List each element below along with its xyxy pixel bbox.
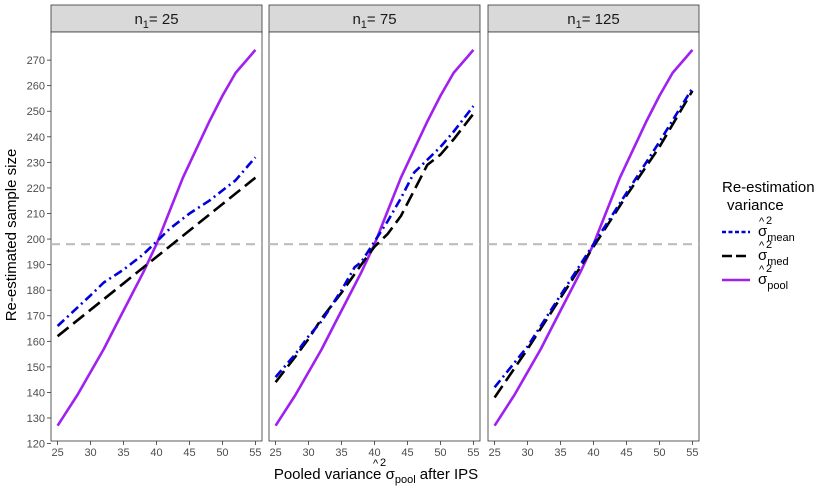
x-tick-label: 50 xyxy=(434,447,446,459)
x-tick-label: 30 xyxy=(521,447,533,459)
x-tick-label: 30 xyxy=(302,447,314,459)
legend-hat: ^ xyxy=(759,216,765,228)
y-axis: 120 130 140 150 160 170 180 190 200 210 220 230 240 2… xyxy=(27,55,51,451)
strip-subscript: 1 xyxy=(143,19,149,31)
legend-title-line2: variance xyxy=(727,197,784,214)
y-tick-label: 180 xyxy=(27,285,45,297)
strip-label: n1= 25 xyxy=(134,11,178,31)
legend-hat: ^ xyxy=(759,240,765,252)
strip-symbol: n xyxy=(567,11,575,28)
y-tick-label: 160 xyxy=(27,336,45,348)
series-line-mean xyxy=(56,156,257,327)
series-line-pool xyxy=(274,49,475,427)
x-label-superscript: 2 xyxy=(380,457,386,469)
panel-1: n1= 25 25 30 35 40 45 50 55 xyxy=(50,4,263,459)
y-tick-label: 200 xyxy=(27,234,45,246)
series-line-med xyxy=(56,176,257,338)
x-tick-label: 45 xyxy=(401,447,413,459)
x-tick-label: 50 xyxy=(653,447,665,459)
legend-subscript: med xyxy=(767,256,788,268)
x-tick-label: 45 xyxy=(183,447,195,459)
x-label-suffix: after IPS xyxy=(416,466,479,483)
legend-sigma: σ xyxy=(758,271,768,288)
strip-value: = 25 xyxy=(149,11,179,28)
legend-label-med: σmed xyxy=(758,247,789,268)
strip-background xyxy=(50,4,263,33)
x-label-subscript: pool xyxy=(395,474,416,486)
x-tick-label: 55 xyxy=(686,447,698,459)
strip-subscript: 1 xyxy=(361,19,367,31)
y-tick-label: 240 xyxy=(27,132,45,144)
panel-2: n1= 75 25 30 35 40 45 50 55 xyxy=(268,4,481,459)
legend-label-mean: σmean xyxy=(758,223,795,244)
x-tick-label: 35 xyxy=(554,447,566,459)
y-tick-label: 120 xyxy=(27,439,45,451)
y-tick-label: 190 xyxy=(27,260,45,272)
x-tick-label: 35 xyxy=(117,447,129,459)
y-tick-label: 170 xyxy=(27,311,45,323)
legend-title-line1: Re-estimation xyxy=(722,179,815,196)
panel-border xyxy=(268,31,481,442)
x-tick-label: 40 xyxy=(150,447,162,459)
y-tick-label: 230 xyxy=(27,157,45,169)
legend-superscript: 2 xyxy=(766,239,772,251)
y-axis-label: Re-estimated sample size xyxy=(3,149,20,322)
strip-subscript: 1 xyxy=(576,19,582,31)
strip-background xyxy=(268,4,481,33)
panel-3: n1= 125 25 30 35 40 45 50 55 xyxy=(487,4,700,459)
strip-background xyxy=(487,4,700,33)
y-tick-label: 210 xyxy=(27,208,45,220)
y-tick-label: 150 xyxy=(27,362,45,374)
strip-value: = 125 xyxy=(582,11,620,28)
legend-hat: ^ xyxy=(759,264,765,276)
x-label-hat: ^ xyxy=(373,458,379,470)
legend-subscript: mean xyxy=(767,232,795,244)
strip-symbol: n xyxy=(134,11,142,28)
x-tick-label: 55 xyxy=(467,447,479,459)
x-axis-label: Pooled variance σpool after IPS^ 2 xyxy=(274,457,478,486)
x-tick-label: 55 xyxy=(249,447,261,459)
x-label-prefix: Pooled variance xyxy=(274,466,386,483)
panel-border xyxy=(50,31,263,442)
strip-symbol: n xyxy=(352,11,360,28)
series-line-mean xyxy=(274,105,475,378)
x-tick-label: 50 xyxy=(216,447,228,459)
legend-superscript: 2 xyxy=(766,215,772,227)
x-tick-label: 45 xyxy=(620,447,632,459)
x-label-sigma: σ xyxy=(386,466,396,483)
legend-label-pool: σpool xyxy=(758,271,788,292)
legend-subscript: pool xyxy=(767,280,788,292)
x-tick-label: 25 xyxy=(269,447,281,459)
panel-border xyxy=(487,31,700,442)
legend-sigma: σ xyxy=(758,247,768,264)
y-tick-label: 220 xyxy=(27,183,45,195)
y-tick-label: 250 xyxy=(27,106,45,118)
y-tick-label: 260 xyxy=(27,81,45,93)
series-line-mean xyxy=(493,87,694,389)
y-tick-label: 130 xyxy=(27,413,45,425)
legend-superscript: 2 xyxy=(766,263,772,275)
strip-label: n1= 75 xyxy=(352,11,396,31)
x-tick-label: 40 xyxy=(587,447,599,459)
legend-sigma: σ xyxy=(758,223,768,240)
x-tick-label: 25 xyxy=(488,447,500,459)
series-line-pool xyxy=(56,49,257,427)
strip-label: n1= 125 xyxy=(567,11,619,31)
x-tick-label: 40 xyxy=(368,447,380,459)
x-tick-label: 35 xyxy=(335,447,347,459)
y-tick-label: 270 xyxy=(27,55,45,67)
x-axis-label-text: Pooled variance σpool after IPS xyxy=(274,466,478,486)
x-tick-label: 25 xyxy=(51,447,63,459)
x-tick-label: 30 xyxy=(84,447,96,459)
strip-value: = 75 xyxy=(367,11,397,28)
y-tick-label: 140 xyxy=(27,387,45,399)
series-line-med xyxy=(493,90,694,399)
